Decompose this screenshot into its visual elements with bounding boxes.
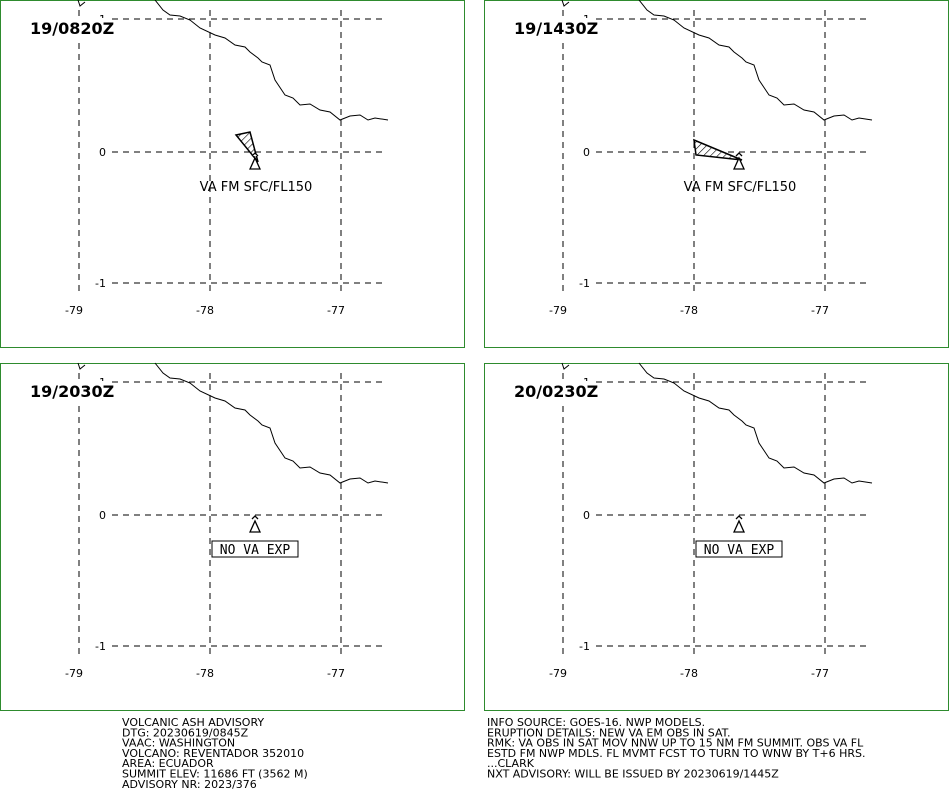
- advisory-line: VOLCANO: REVENTADOR 352010: [122, 747, 304, 760]
- advisory-line: INFO SOURCE: GOES-16. NWP MODELS.: [487, 716, 705, 729]
- lon-label: -77: [327, 304, 345, 317]
- panel-border: [484, 363, 949, 711]
- coastline: [154, 0, 389, 121]
- ash-annotation: VA FM SFC/FL150: [684, 180, 797, 195]
- lon-label: -77: [811, 667, 829, 680]
- lat-label: -1: [95, 277, 106, 290]
- annotation-box: [695, 540, 783, 558]
- time-bg: [28, 381, 108, 401]
- advisory-line: ADVISORY NR: 2023/376: [122, 778, 257, 791]
- lat-label: 0: [99, 509, 106, 522]
- lon-label: -78: [196, 304, 214, 317]
- coast-mark: [561, 362, 570, 370]
- lon-label: -79: [549, 304, 567, 317]
- lon-label: -79: [549, 667, 567, 680]
- coast-mark: [561, 0, 570, 7]
- ash-annotation: VA FM SFC/FL150: [200, 180, 313, 195]
- panel-border: [0, 0, 465, 348]
- lon-label: -77: [327, 667, 345, 680]
- lon-label: -78: [196, 667, 214, 680]
- volcano-symbol: [248, 515, 262, 533]
- coast-mark: [77, 0, 86, 7]
- lat-label: 0: [99, 146, 106, 159]
- ash-annotation: NO VA EXP: [220, 543, 291, 558]
- lon-label: -79: [65, 304, 83, 317]
- annotation-box: [211, 540, 299, 558]
- lon-label: -78: [680, 667, 698, 680]
- advisory-line: ERUPTION DETAILS: NEW VA EM OBS IN SAT.: [487, 726, 731, 739]
- lat-label: -1: [95, 640, 106, 653]
- lat-label: -1: [579, 640, 590, 653]
- panel-time: 19/1430Z: [514, 19, 598, 38]
- advisory-line: RMK: VA OBS IN SAT MOV NNW UP TO 15 NM F…: [487, 737, 864, 750]
- lat-label: 0: [583, 509, 590, 522]
- advisory-line: ESTD FM NWP MDLS. FL MVMT FCST TO TURN T…: [487, 747, 865, 760]
- advisory-line: SUMMIT ELEV: 11686 FT (3562 M): [122, 768, 308, 781]
- coastline: [638, 0, 873, 121]
- advisory-line: ...CLARK: [487, 757, 535, 770]
- panel-time: 19/0820Z: [30, 19, 114, 38]
- ash-area: [234, 131, 259, 163]
- coastline: [638, 362, 873, 484]
- volcano-symbol: [248, 152, 262, 170]
- volcano-symbol: [732, 515, 746, 533]
- time-bg: [28, 18, 108, 38]
- lon-label: -79: [65, 667, 83, 680]
- coastline: [154, 362, 389, 484]
- ash-area: [693, 138, 743, 161]
- advisory-line: NXT ADVISORY: WILL BE ISSUED BY 20230619…: [487, 768, 779, 781]
- volcano-symbol: [732, 152, 746, 170]
- advisory-line: AREA: ECUADOR: [122, 757, 214, 770]
- advisory-line: VAAC: WASHINGTON: [122, 737, 235, 750]
- lat-label: -1: [579, 277, 590, 290]
- time-bg: [512, 381, 592, 401]
- panel-time: 20/0230Z: [514, 382, 598, 401]
- panel-border: [484, 0, 949, 348]
- coast-mark: [77, 362, 86, 370]
- lon-label: -78: [680, 304, 698, 317]
- lon-label: -77: [811, 304, 829, 317]
- time-bg: [512, 18, 592, 38]
- panel-time: 19/2030Z: [30, 382, 114, 401]
- ash-annotation: NO VA EXP: [704, 543, 775, 558]
- panel-border: [0, 363, 465, 711]
- advisory-line: VOLCANIC ASH ADVISORY: [122, 716, 264, 729]
- advisory-line: DTG: 20230619/0845Z: [122, 726, 249, 739]
- lat-label: 0: [583, 146, 590, 159]
